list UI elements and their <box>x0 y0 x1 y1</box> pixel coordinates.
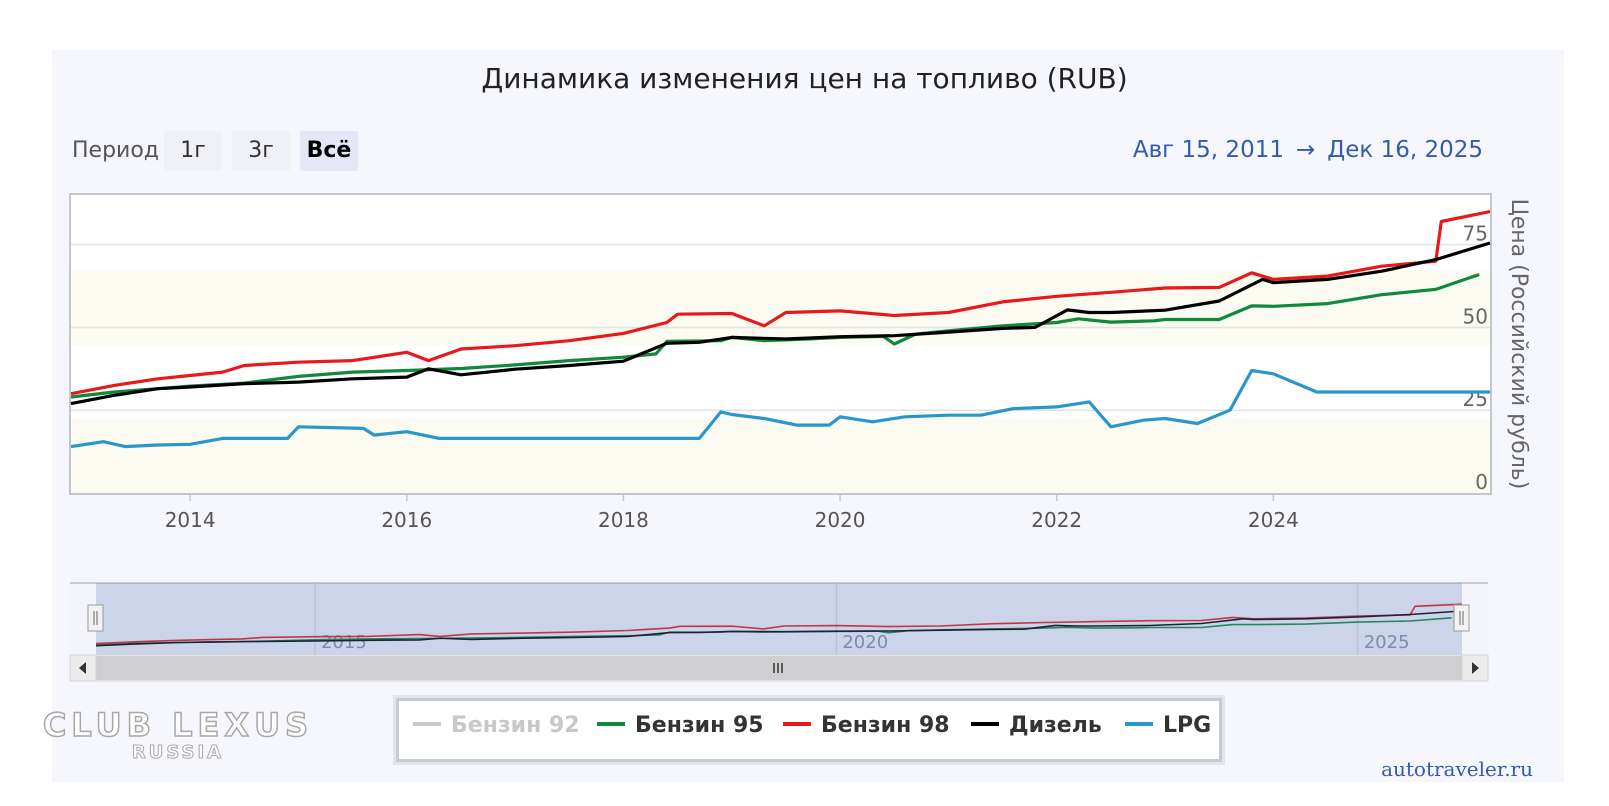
legend-label-lpg: LPG <box>1163 713 1212 738</box>
legend-label-benzin-95: Бензин 95 <box>635 713 764 738</box>
scrollbar-right-arrow-icon[interactable] <box>1461 654 1489 682</box>
range-from[interactable]: Авг 15, 2011 <box>1132 137 1284 163</box>
x-tick-label: 2016 <box>381 508 432 532</box>
navigator-line-3 <box>95 610 1463 647</box>
legend-item-dizel[interactable]: Дизель <box>971 713 1102 738</box>
legend-swatch-benzin-95 <box>597 722 625 726</box>
legend-item-benzin-98[interactable]: Бензин 98 <box>783 713 950 738</box>
y-tick-label: 50 <box>1463 304 1488 328</box>
series-lines <box>70 210 1491 449</box>
scrollbar-grip-icon[interactable] <box>773 663 783 673</box>
x-tick-label: 2020 <box>815 508 866 532</box>
legend-swatch-benzin-92 <box>413 722 441 726</box>
legend-item-benzin-92[interactable]: Бензин 92 <box>413 713 580 738</box>
logo-text-top: CLUB LEXUS <box>42 705 314 745</box>
y-axis-label: Цена (Российский рубль) <box>1506 199 1531 490</box>
series-line-4 <box>70 368 1490 449</box>
grid-lines <box>71 243 1490 411</box>
period-label: Период <box>72 138 160 163</box>
legend-label-benzin-98: Бензин 98 <box>821 713 950 738</box>
range-to[interactable]: Дек 16, 2025 <box>1327 137 1483 163</box>
range-button-all[interactable]: Всё <box>300 131 358 171</box>
legend-item-lpg[interactable]: LPG <box>1125 713 1211 738</box>
x-tick-label: 2022 <box>1031 508 1082 532</box>
x-tick-label: 2014 <box>165 508 216 532</box>
legend-swatch-dizel <box>971 722 999 726</box>
logo-text-bottom: RUSSIA <box>131 742 225 764</box>
navigator-tick-label: 2025 <box>1364 632 1410 653</box>
legend-label-dizel: Дизель <box>1009 713 1102 738</box>
legend-swatch-benzin-98 <box>783 722 811 726</box>
scrollbar-left-arrow-icon[interactable] <box>69 654 97 682</box>
range-button-3y[interactable]: 3г <box>232 131 290 171</box>
legend-label-benzin-92: Бензин 92 <box>451 713 580 738</box>
navigator-tick-label: 2020 <box>842 632 888 653</box>
plot-band-0-25 <box>71 419 1490 493</box>
navigator-handle-right[interactable] <box>1453 604 1470 632</box>
navigator-lines <box>95 603 1463 647</box>
navigator-handle-left[interactable] <box>87 604 104 632</box>
series-line-2 <box>70 210 1491 396</box>
x-tick-label: 2018 <box>598 508 649 532</box>
club-lexus-logo: CLUB LEXUS RUSSIA <box>28 705 328 764</box>
legend: Бензин 92 Бензин 95 Бензин 98 Дизель LPG <box>396 698 1222 762</box>
scrollbar-thumb[interactable] <box>96 656 1462 680</box>
x-tick-labels: 2014 2016 2018 2020 2022 2024 <box>165 493 1299 532</box>
chart-title: Динамика изменения цен на топливо (RUB) <box>481 62 1128 95</box>
range-arrow: → <box>1295 137 1316 163</box>
legend-swatch-lpg <box>1125 722 1153 726</box>
legend-item-benzin-95[interactable]: Бензин 95 <box>597 713 764 738</box>
credit-link[interactable]: autotraveler.ru <box>1381 757 1533 781</box>
date-range-display[interactable]: Авг 15, 2011 → Дек 16, 2025 <box>1133 137 1483 163</box>
series-line-3 <box>70 241 1491 406</box>
range-button-1y[interactable]: 1г <box>164 131 222 171</box>
y-tick-label: 0 <box>1475 470 1488 494</box>
navigator-mask[interactable] <box>96 583 1462 655</box>
x-tick-label: 2024 <box>1248 508 1299 532</box>
y-tick-label: 75 <box>1463 222 1488 246</box>
